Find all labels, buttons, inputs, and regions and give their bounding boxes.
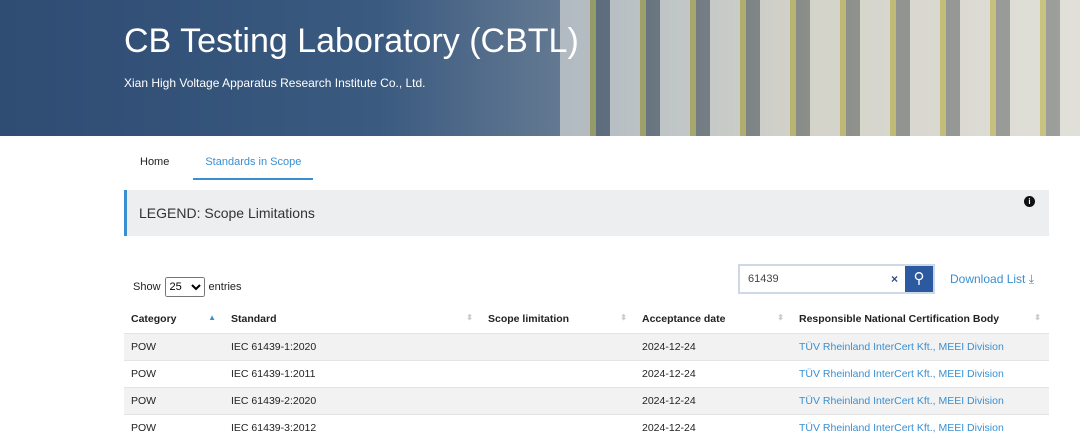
column-header-certification-body[interactable]: Responsible National Certification Body ⬍ <box>799 313 1041 326</box>
cell-standard: IEC 61439-1:2020 <box>224 332 481 360</box>
download-list-link[interactable]: Download List ⤓ <box>950 272 1034 287</box>
tab-home[interactable]: Home <box>140 156 170 168</box>
cell-standard: IEC 61439-2:2020 <box>224 386 481 414</box>
entries-label: entries <box>208 281 242 293</box>
sort-icon: ⬍ <box>466 313 473 323</box>
standards-table: Category ▲ Standard ⬍ Scope limitation ⬍ Ac… <box>124 306 1049 441</box>
show-label: Show <box>133 281 161 293</box>
search-box: × ⚲ <box>738 264 935 294</box>
cell-scope <box>481 386 635 414</box>
cell-body-link[interactable]: TÜV Rheinland InterCert Kft., MEEI Divis… <box>792 413 1049 441</box>
sort-icon: ⬍ <box>620 313 627 323</box>
sort-icon: ⬍ <box>1034 313 1041 323</box>
info-icon[interactable]: i <box>1024 196 1035 207</box>
table-row: POW IEC 61439-1:2011 2024-12-24 TÜV Rheinla… <box>124 359 1049 387</box>
search-input[interactable] <box>740 266 891 292</box>
table-row: POW IEC 61439-3:2012 2024-12-24 TÜV Rheinla… <box>124 413 1049 441</box>
cell-standard: IEC 61439-1:2011 <box>224 359 481 387</box>
cell-category: POW <box>124 386 224 414</box>
column-header-standard[interactable]: Standard ⬍ <box>231 313 473 326</box>
table-row: POW IEC 61439-1:2020 2024-12-24 TÜV Rheinla… <box>124 332 1049 360</box>
cell-body-link[interactable]: TÜV Rheinland InterCert Kft., MEEI Divis… <box>792 359 1049 387</box>
nav-tabs: Home Standards in Scope <box>124 150 314 180</box>
cell-scope <box>481 332 635 360</box>
hero-image <box>560 0 1080 136</box>
cell-body-link[interactable]: TÜV Rheinland InterCert Kft., MEEI Divis… <box>792 386 1049 414</box>
column-header-acceptance-date[interactable]: Acceptance date ⬍ <box>642 313 784 326</box>
sort-icon: ⬍ <box>777 313 784 323</box>
cell-scope <box>481 413 635 441</box>
download-label: Download List <box>950 272 1026 286</box>
page-subtitle: Xian High Voltage Apparatus Research Ins… <box>124 76 426 90</box>
download-icon: ⤓ <box>1028 272 1035 286</box>
hero-banner: CB Testing Laboratory (CBTL) Xian High V… <box>0 0 1080 136</box>
cell-date: 2024-12-24 <box>635 413 792 441</box>
cell-standard: IEC 61439-3:2012 <box>224 413 481 441</box>
search-button[interactable]: ⚲ <box>905 266 933 292</box>
cell-date: 2024-12-24 <box>635 332 792 360</box>
entries-control: Show 25 entries <box>133 277 242 297</box>
cell-category: POW <box>124 332 224 360</box>
cell-body-link[interactable]: TÜV Rheinland InterCert Kft., MEEI Divis… <box>792 332 1049 360</box>
tab-standards-in-scope[interactable]: Standards in Scope <box>193 150 314 180</box>
page-title: CB Testing Laboratory (CBTL) <box>124 22 579 60</box>
entries-select[interactable]: 25 <box>164 277 205 297</box>
legend-title: LEGEND: Scope Limitations <box>139 205 315 221</box>
column-header-category[interactable]: Category ▲ <box>131 313 216 326</box>
search-icon: ⚲ <box>913 270 925 287</box>
cell-date: 2024-12-24 <box>635 386 792 414</box>
table-row: POW IEC 61439-2:2020 2024-12-24 TÜV Rheinla… <box>124 386 1049 414</box>
cell-scope <box>481 359 635 387</box>
cell-category: POW <box>124 413 224 441</box>
cell-category: POW <box>124 359 224 387</box>
column-header-scope-limitation[interactable]: Scope limitation ⬍ <box>488 313 627 326</box>
clear-icon[interactable]: × <box>891 272 899 286</box>
legend-panel[interactable]: LEGEND: Scope Limitations i <box>124 190 1049 236</box>
cell-date: 2024-12-24 <box>635 359 792 387</box>
sort-asc-icon: ▲ <box>208 313 216 323</box>
